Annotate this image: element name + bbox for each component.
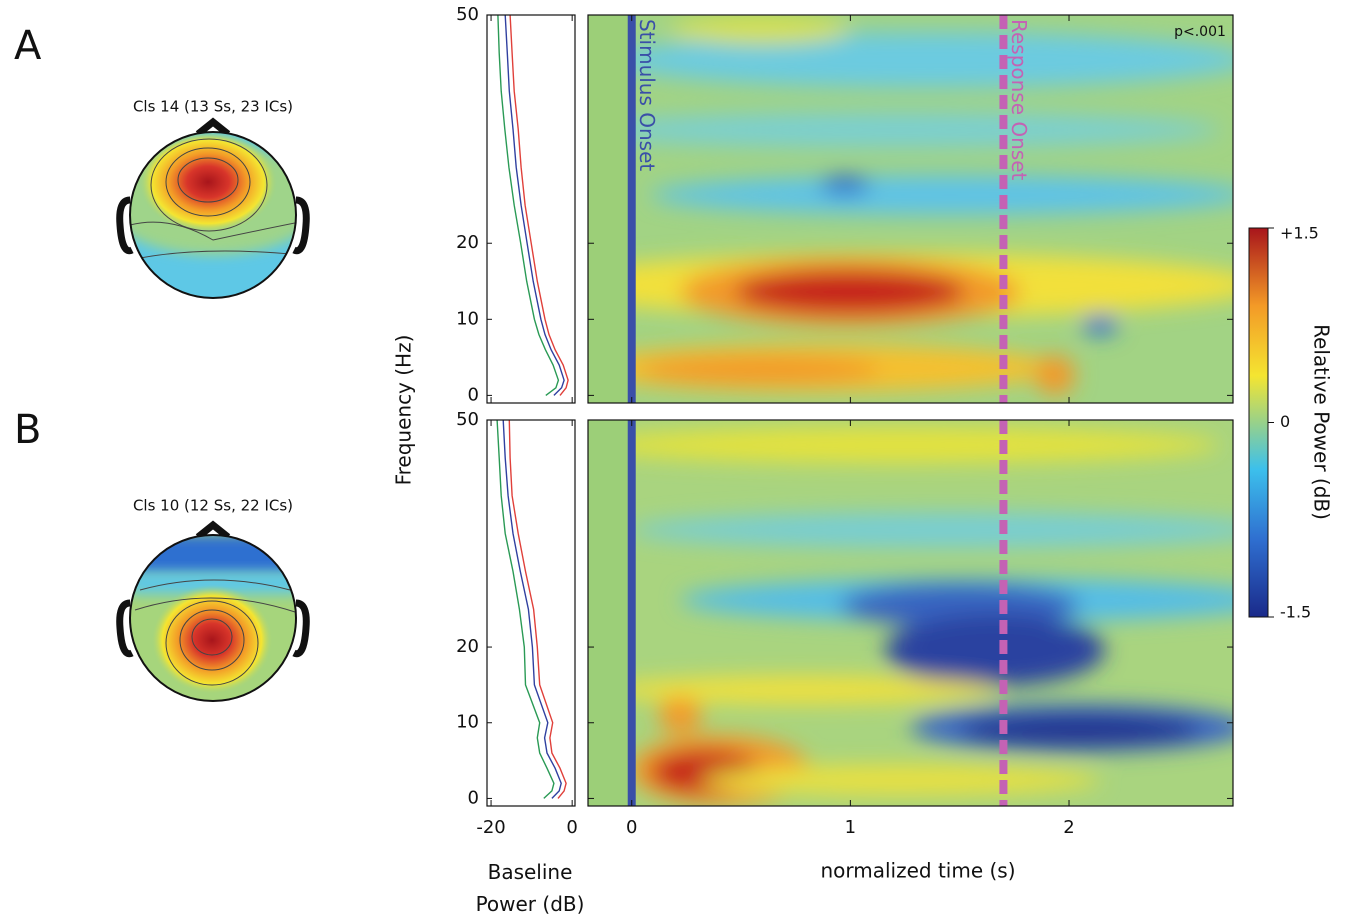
- baseline-curve: [508, 419, 567, 799]
- y-tick-label: 50: [456, 409, 479, 430]
- heatmap-fill: [588, 420, 1233, 806]
- y-tick-label: 20: [456, 232, 479, 253]
- baseline-curve: [504, 14, 565, 396]
- y-tick-label: 10: [456, 712, 479, 733]
- x-tick-label: 0: [566, 817, 577, 838]
- x-axis-label: normalized time (s): [820, 859, 1015, 883]
- baseline-curve: [509, 14, 569, 396]
- baseline-curve: [496, 419, 555, 799]
- x-tick-label: 0: [626, 817, 637, 838]
- x-tick-label: 1: [845, 817, 856, 838]
- plot-frame: [486, 14, 576, 404]
- scalp-map: [116, 520, 310, 702]
- ear: [292, 599, 310, 658]
- y-tick-label: 0: [468, 384, 479, 405]
- nose: [195, 520, 231, 540]
- y-axis-label: Frequency (Hz): [392, 335, 416, 486]
- y-tick-label: 50: [456, 4, 479, 25]
- baseline-curve: [502, 419, 562, 799]
- scalp-map: [116, 117, 310, 299]
- colorbar-tick-label: -1.5: [1280, 603, 1311, 622]
- plot-frame: [587, 14, 1234, 404]
- baseline-curve: [497, 14, 560, 396]
- colorbar: [1248, 227, 1269, 618]
- event-label: Response Onset: [1007, 19, 1031, 181]
- colorbar-tick-label: +1.5: [1280, 224, 1319, 243]
- y-tick-label: 10: [456, 308, 479, 329]
- nose: [195, 117, 231, 137]
- scalp-title: Cls 14 (13 Ss, 23 ICs): [133, 98, 293, 116]
- x-tick-label: 2: [1063, 817, 1074, 838]
- y-tick-label: 0: [468, 787, 479, 808]
- x-tick-label: -20: [476, 817, 505, 838]
- y-tick-label: 20: [456, 636, 479, 657]
- plot-frame: [587, 419, 1234, 807]
- colorbar-label: Relative Power (dB): [1310, 324, 1334, 520]
- x-axis-label: Baseline Power (dB): [475, 860, 585, 916]
- panel-label: A: [14, 23, 42, 69]
- panel-label: B: [14, 407, 41, 453]
- colorbar-tick-label: 0: [1280, 412, 1290, 431]
- plot-frame: [486, 419, 576, 807]
- heatmap-fill: [588, 15, 1233, 403]
- annotation: p<.001: [1174, 24, 1226, 40]
- ear: [292, 196, 310, 255]
- ear: [116, 196, 134, 255]
- ear: [116, 599, 134, 658]
- event-label: Stimulus Onset: [635, 19, 659, 171]
- scalp-title: Cls 10 (12 Ss, 22 ICs): [133, 497, 293, 515]
